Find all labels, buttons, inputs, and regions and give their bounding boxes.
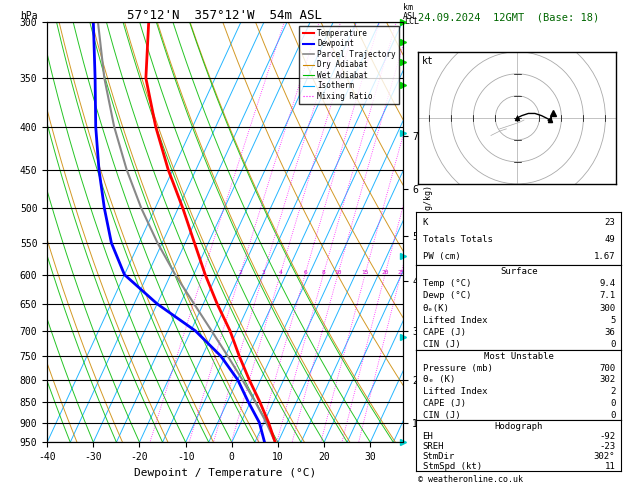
Text: Pressure (mb): Pressure (mb) bbox=[423, 364, 493, 373]
Text: © weatheronline.co.uk: © weatheronline.co.uk bbox=[418, 474, 523, 484]
Text: CAPE (J): CAPE (J) bbox=[423, 328, 465, 337]
Text: 0: 0 bbox=[610, 340, 615, 349]
Text: Surface: Surface bbox=[500, 267, 538, 276]
Text: 2: 2 bbox=[610, 387, 615, 396]
X-axis label: Dewpoint / Temperature (°C): Dewpoint / Temperature (°C) bbox=[134, 468, 316, 478]
Text: Dewp (°C): Dewp (°C) bbox=[423, 291, 471, 300]
Text: 11: 11 bbox=[604, 462, 615, 471]
Text: 2: 2 bbox=[238, 270, 242, 275]
Text: Hodograph: Hodograph bbox=[495, 421, 543, 431]
Text: 302°: 302° bbox=[594, 452, 615, 461]
Text: hPa: hPa bbox=[21, 11, 38, 21]
Text: Totals Totals: Totals Totals bbox=[423, 235, 493, 244]
Text: 1.67: 1.67 bbox=[594, 253, 615, 261]
Text: -23: -23 bbox=[599, 442, 615, 451]
Text: PW (cm): PW (cm) bbox=[423, 253, 460, 261]
Text: Lifted Index: Lifted Index bbox=[423, 387, 487, 396]
Legend: Temperature, Dewpoint, Parcel Trajectory, Dry Adiabat, Wet Adiabat, Isotherm, Mi: Temperature, Dewpoint, Parcel Trajectory… bbox=[299, 26, 399, 104]
Text: 8: 8 bbox=[321, 270, 325, 275]
Text: Temp (°C): Temp (°C) bbox=[423, 279, 471, 288]
Text: 3: 3 bbox=[261, 270, 265, 275]
Text: K: K bbox=[423, 218, 428, 226]
Text: 302: 302 bbox=[599, 375, 615, 384]
Text: Most Unstable: Most Unstable bbox=[484, 352, 554, 361]
Title: 57°12'N  357°12'W  54m ASL: 57°12'N 357°12'W 54m ASL bbox=[127, 9, 323, 22]
Text: 6: 6 bbox=[303, 270, 307, 275]
Text: 24.09.2024  12GMT  (Base: 18): 24.09.2024 12GMT (Base: 18) bbox=[418, 12, 599, 22]
Text: 0: 0 bbox=[610, 411, 615, 419]
Text: StmDir: StmDir bbox=[423, 452, 455, 461]
Text: 15: 15 bbox=[361, 270, 369, 275]
Text: CAPE (J): CAPE (J) bbox=[423, 399, 465, 408]
Text: -92: -92 bbox=[599, 432, 615, 441]
Text: θₑ(K): θₑ(K) bbox=[423, 303, 450, 312]
Text: 10: 10 bbox=[334, 270, 342, 275]
Text: 49: 49 bbox=[604, 235, 615, 244]
Text: kt: kt bbox=[422, 56, 434, 66]
Text: LCL: LCL bbox=[404, 17, 420, 26]
Text: 1: 1 bbox=[201, 270, 204, 275]
Text: 20: 20 bbox=[381, 270, 389, 275]
Text: 25: 25 bbox=[397, 270, 404, 275]
Text: 5: 5 bbox=[610, 315, 615, 325]
Text: km
ASL: km ASL bbox=[403, 3, 418, 21]
Text: 4: 4 bbox=[278, 270, 282, 275]
Text: EH: EH bbox=[423, 432, 433, 441]
Text: 300: 300 bbox=[599, 303, 615, 312]
Text: CIN (J): CIN (J) bbox=[423, 340, 460, 349]
Text: StmSpd (kt): StmSpd (kt) bbox=[423, 462, 482, 471]
Y-axis label: Mixing Ratio (g/kg): Mixing Ratio (g/kg) bbox=[424, 185, 433, 279]
Text: 7.1: 7.1 bbox=[599, 291, 615, 300]
Text: 36: 36 bbox=[604, 328, 615, 337]
Text: 23: 23 bbox=[604, 218, 615, 226]
Text: CIN (J): CIN (J) bbox=[423, 411, 460, 419]
Text: 9.4: 9.4 bbox=[599, 279, 615, 288]
Text: Lifted Index: Lifted Index bbox=[423, 315, 487, 325]
Text: 0: 0 bbox=[610, 399, 615, 408]
Text: SREH: SREH bbox=[423, 442, 444, 451]
Text: θₑ (K): θₑ (K) bbox=[423, 375, 455, 384]
Text: 700: 700 bbox=[599, 364, 615, 373]
